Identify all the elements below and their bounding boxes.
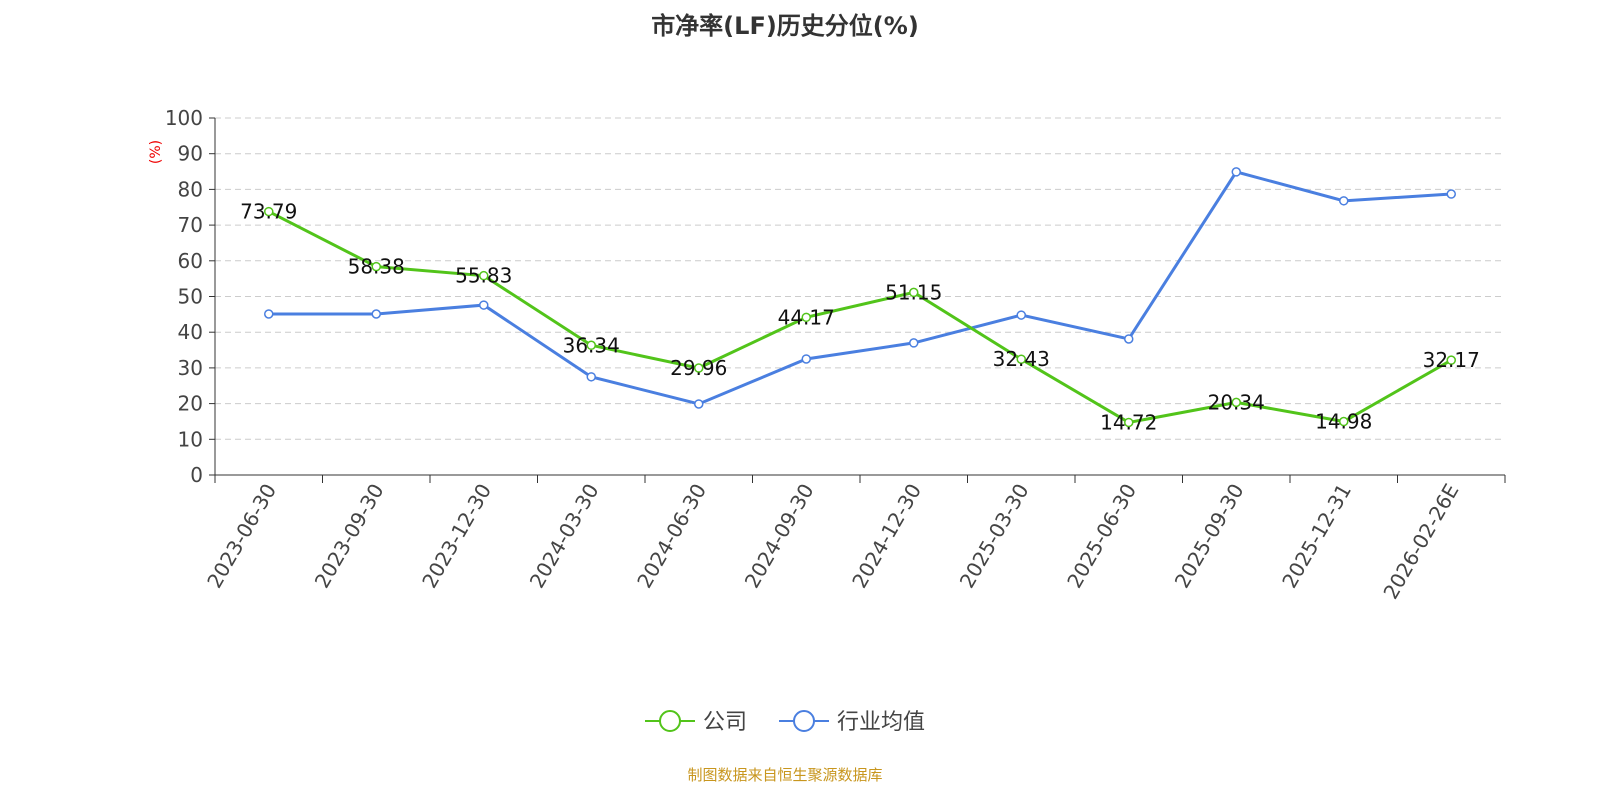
- data-label: 36.34: [563, 333, 620, 357]
- data-point: [371, 309, 381, 319]
- chart-title: 市净率(LF)历史分位(%): [651, 12, 919, 40]
- y-axis-label: (%): [148, 140, 164, 164]
- data-label: 32.17: [1423, 348, 1480, 372]
- data-point: [801, 312, 811, 323]
- data-point: [1231, 167, 1241, 177]
- data-point: [694, 399, 704, 409]
- data-point: [371, 261, 381, 272]
- data-point: [801, 354, 811, 364]
- data-label: 73.79: [240, 200, 297, 224]
- legend-marker: [659, 710, 681, 732]
- y-tick-label: 70: [178, 213, 203, 237]
- data-label: 44.17: [778, 305, 835, 329]
- data-point: [586, 340, 596, 351]
- data-label: 32.43: [993, 347, 1050, 371]
- data-label: 14.98: [1315, 410, 1372, 434]
- data-label: 20.34: [1208, 390, 1265, 414]
- series-line: [268, 170, 1452, 406]
- data-point: [1446, 355, 1456, 365]
- x-tick-label: 2024-09-30: [740, 480, 819, 593]
- data-point: [694, 363, 704, 373]
- data-label: 55.83: [455, 264, 512, 288]
- data-point: [1339, 416, 1349, 427]
- data-point: [1016, 310, 1026, 320]
- y-tick-label: 100: [165, 106, 203, 130]
- x-tick-label: 2023-09-30: [310, 480, 389, 593]
- data-point: [586, 372, 596, 382]
- data-point: [909, 338, 919, 348]
- y-tick-label: 30: [178, 356, 203, 380]
- x-tick-label: 2025-09-30: [1170, 480, 1249, 593]
- x-tick-label: 2025-12-31: [1277, 480, 1356, 593]
- data-point: [479, 300, 489, 310]
- data-source: 制图数据来自恒生聚源数据库: [687, 766, 883, 784]
- data-label: 29.96: [670, 356, 727, 380]
- y-tick-label: 10: [178, 427, 203, 451]
- y-tick-label: 80: [178, 177, 203, 201]
- x-tick-label: 2024-06-30: [632, 480, 711, 593]
- data-point: [1231, 397, 1241, 408]
- legend-label[interactable]: 行业均值: [837, 710, 925, 735]
- data-point: [909, 287, 919, 298]
- y-tick-label: 60: [178, 249, 203, 273]
- x-tick-label: 2025-06-30: [1062, 480, 1141, 593]
- x-tick-label: 2023-12-30: [417, 480, 496, 593]
- y-tick-label: 50: [178, 285, 203, 309]
- x-tick-label: 2026-02-26E: [1378, 480, 1463, 604]
- data-point: [479, 270, 489, 281]
- x-tick-label: 2025-03-30: [955, 480, 1034, 593]
- data-point: [264, 206, 274, 217]
- legend-label[interactable]: 公司: [703, 710, 747, 735]
- data-label: 51.15: [885, 280, 942, 304]
- y-tick-label: 90: [178, 142, 203, 166]
- data-point: [1446, 189, 1456, 199]
- data-point: [1016, 354, 1026, 364]
- legend-marker: [793, 710, 815, 732]
- x-tick-label: 2024-12-30: [847, 480, 926, 593]
- x-tick-label: 2023-06-30: [202, 480, 281, 593]
- y-tick-label: 40: [178, 320, 203, 344]
- data-point: [264, 309, 274, 319]
- y-tick-label: 0: [190, 463, 203, 487]
- series-line: [268, 210, 1452, 425]
- data-label: 58.38: [348, 255, 405, 279]
- x-tick-label: 2024-03-30: [525, 480, 604, 593]
- data-label: 14.72: [1100, 410, 1157, 434]
- data-point: [1124, 334, 1134, 344]
- data-point: [1339, 196, 1349, 206]
- data-point: [1124, 417, 1134, 428]
- y-tick-label: 20: [178, 392, 203, 416]
